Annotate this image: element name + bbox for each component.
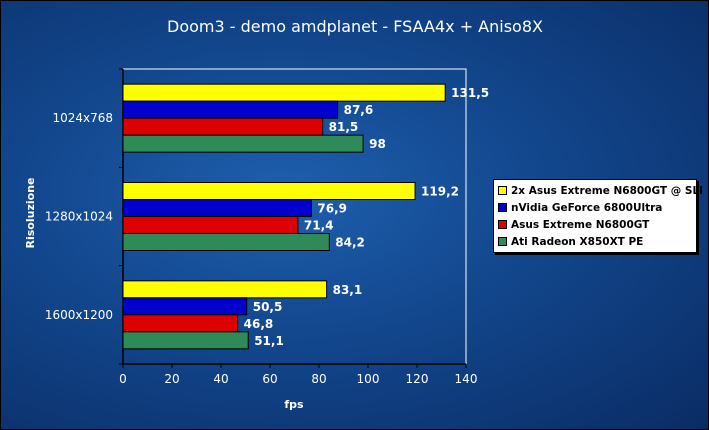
data-label: 87,6 <box>344 103 374 117</box>
data-label: 81,5 <box>329 120 359 134</box>
legend-swatch <box>498 220 507 229</box>
bar <box>122 216 299 234</box>
data-label: 119,2 <box>421 185 459 199</box>
bar <box>122 134 364 153</box>
x-tick-label: 100 <box>357 372 380 386</box>
legend-item: Ati Radeon X850XT PE <box>498 233 692 250</box>
legend-item: nVidia GeForce 6800Ultra <box>498 199 692 216</box>
bar <box>122 280 328 299</box>
bar <box>122 182 416 200</box>
bar <box>122 100 339 119</box>
x-tick-label: 120 <box>406 372 429 386</box>
data-label: 51,1 <box>254 334 284 348</box>
legend-item: 2x Asus Extreme N6800GT @ SLI <box>498 182 703 199</box>
legend-label: Ati Radeon X850XT PE <box>511 235 644 248</box>
x-tick-label: 0 <box>119 372 127 386</box>
legend-swatch <box>498 237 507 246</box>
data-label: 76,9 <box>317 202 347 216</box>
x-tick-label: 20 <box>164 372 179 386</box>
x-tick-label: 40 <box>213 372 228 386</box>
x-axis-label: fps <box>284 398 304 411</box>
data-label: 46,8 <box>244 317 274 331</box>
bar <box>122 83 446 102</box>
bar <box>122 199 312 217</box>
x-tick-label: 80 <box>311 372 326 386</box>
data-label: 84,2 <box>335 236 365 250</box>
legend-swatch <box>498 203 507 212</box>
legend-item: Asus Extreme N6800GT <box>498 216 692 233</box>
bar <box>122 117 324 136</box>
x-tick-label: 60 <box>262 372 277 386</box>
bar <box>122 297 248 316</box>
data-label: 71,4 <box>304 219 334 233</box>
legend: 2x Asus Extreme N6800GT @ SLI nVidia GeFo… <box>493 179 703 253</box>
bar <box>122 314 239 333</box>
x-tick-label: 140 <box>455 372 478 386</box>
y-axis-label: Risoluzione <box>24 178 37 249</box>
data-label: 50,5 <box>253 300 283 314</box>
data-label: 131,5 <box>451 86 489 100</box>
legend-label: 2x Asus Extreme N6800GT @ SLI <box>511 184 704 197</box>
legend-label: Asus Extreme N6800GT <box>511 218 650 231</box>
legend-swatch <box>498 186 507 195</box>
category-label: 1280x1024 <box>45 210 113 224</box>
category-label: 1024x768 <box>52 111 113 125</box>
bar <box>122 331 249 350</box>
category-label: 1600x1200 <box>45 308 113 322</box>
bar <box>122 233 330 251</box>
data-label: 83,1 <box>333 283 363 297</box>
data-label: 98 <box>369 137 386 151</box>
legend-label: nVidia GeForce 6800Ultra <box>511 201 663 214</box>
chart-title: Doom3 - demo amdplanet - FSAA4x + Aniso8… <box>167 17 543 36</box>
